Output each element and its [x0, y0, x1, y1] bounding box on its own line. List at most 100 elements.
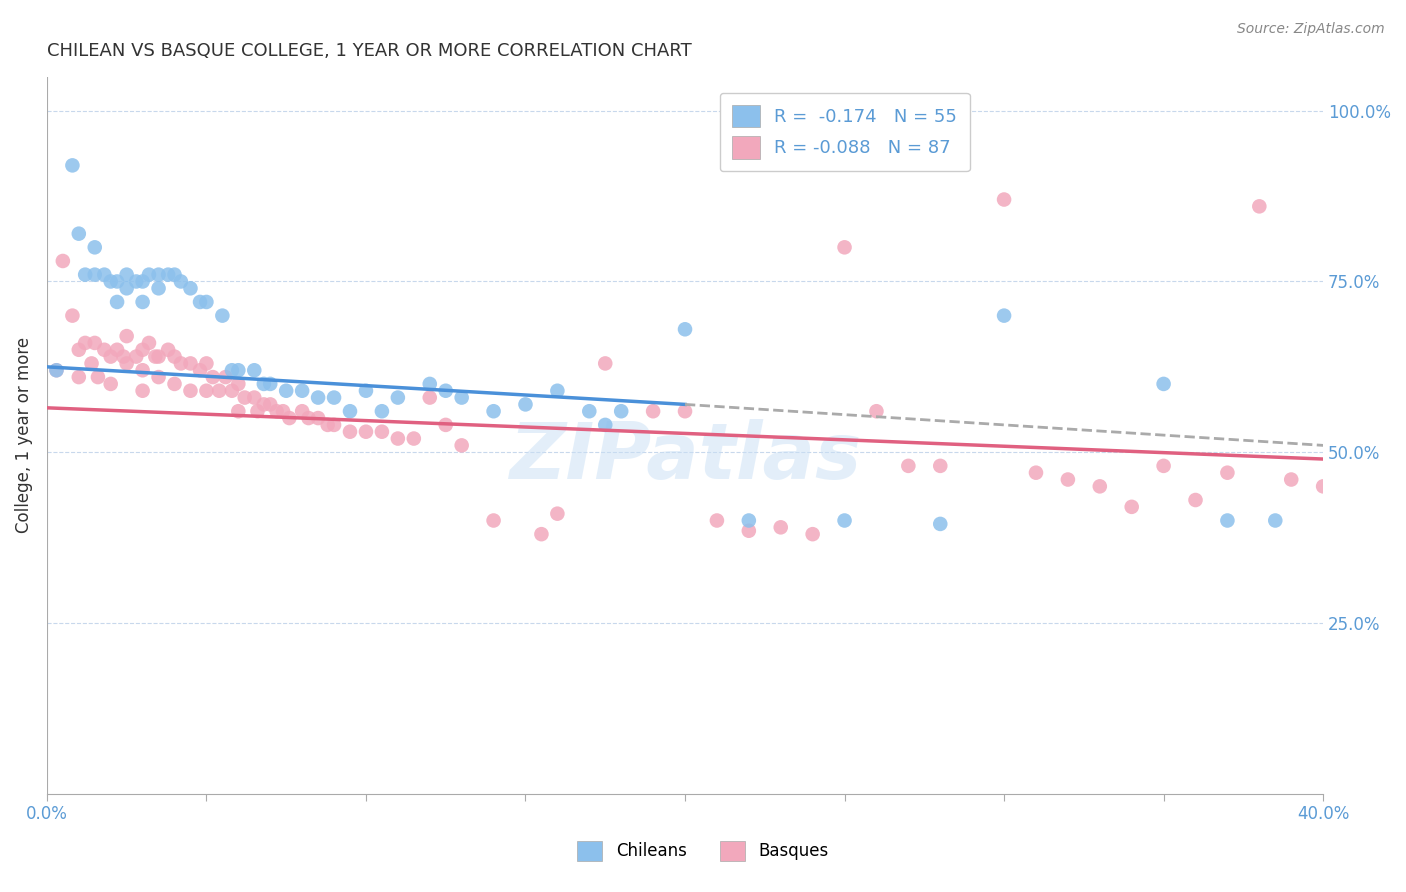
- Point: [291, 404, 314, 418]
- Point: [1184, 493, 1206, 508]
- Point: [450, 438, 472, 452]
- Point: [259, 376, 281, 391]
- Point: [769, 520, 792, 534]
- Point: [188, 363, 211, 377]
- Point: [148, 370, 170, 384]
- Point: [1121, 500, 1143, 514]
- Point: [83, 335, 105, 350]
- Point: [105, 295, 128, 310]
- Point: [259, 397, 281, 411]
- Point: [993, 309, 1015, 323]
- Point: [62, 309, 84, 323]
- Point: [546, 384, 568, 398]
- Point: [738, 524, 761, 538]
- Point: [228, 404, 250, 418]
- Point: [93, 268, 115, 282]
- Point: [673, 404, 696, 418]
- Point: [1153, 458, 1175, 473]
- Point: [214, 370, 236, 384]
- Point: [125, 275, 148, 289]
- Point: [62, 158, 84, 172]
- Point: [75, 268, 97, 282]
- Point: [316, 417, 339, 432]
- Point: [145, 350, 167, 364]
- Point: [387, 391, 409, 405]
- Point: [148, 281, 170, 295]
- Point: [157, 268, 180, 282]
- Point: [179, 384, 201, 398]
- Point: [52, 254, 75, 268]
- Point: [228, 376, 250, 391]
- Point: [419, 391, 441, 405]
- Point: [419, 376, 441, 391]
- Point: [1249, 199, 1271, 213]
- Point: [115, 268, 138, 282]
- Point: [221, 363, 243, 377]
- Point: [530, 527, 553, 541]
- Text: Source: ZipAtlas.com: Source: ZipAtlas.com: [1237, 22, 1385, 37]
- Point: [323, 417, 346, 432]
- Point: [253, 376, 276, 391]
- Point: [865, 404, 887, 418]
- Point: [170, 356, 193, 370]
- Point: [179, 281, 201, 295]
- Point: [1057, 473, 1080, 487]
- Point: [115, 356, 138, 370]
- Point: [105, 343, 128, 357]
- Point: [105, 275, 128, 289]
- Point: [211, 309, 233, 323]
- Point: [188, 295, 211, 310]
- Point: [323, 391, 346, 405]
- Point: [233, 391, 256, 405]
- Legend: Chileans, Basques: Chileans, Basques: [571, 834, 835, 868]
- Point: [138, 335, 160, 350]
- Point: [148, 268, 170, 282]
- Point: [929, 516, 952, 531]
- Point: [1153, 376, 1175, 391]
- Point: [801, 527, 824, 541]
- Point: [148, 350, 170, 364]
- Legend: R =  -0.174   N = 55, R = -0.088   N = 87: R = -0.174 N = 55, R = -0.088 N = 87: [720, 93, 970, 171]
- Point: [45, 363, 67, 377]
- Point: [170, 275, 193, 289]
- Point: [593, 356, 616, 370]
- Point: [221, 384, 243, 398]
- Point: [339, 404, 361, 418]
- Point: [131, 275, 153, 289]
- Y-axis label: College, 1 year or more: College, 1 year or more: [15, 337, 32, 533]
- Point: [83, 268, 105, 282]
- Point: [1025, 466, 1047, 480]
- Point: [163, 268, 186, 282]
- Point: [112, 350, 135, 364]
- Point: [515, 397, 537, 411]
- Point: [100, 350, 122, 364]
- Point: [67, 227, 90, 241]
- Point: [195, 384, 218, 398]
- Point: [307, 411, 329, 425]
- Point: [93, 343, 115, 357]
- Point: [1216, 514, 1239, 528]
- Point: [131, 295, 153, 310]
- Point: [673, 322, 696, 336]
- Point: [834, 514, 856, 528]
- Point: [67, 343, 90, 357]
- Point: [83, 240, 105, 254]
- Point: [643, 404, 665, 418]
- Point: [339, 425, 361, 439]
- Point: [1279, 473, 1302, 487]
- Point: [163, 350, 186, 364]
- Point: [131, 363, 153, 377]
- Point: [706, 514, 728, 528]
- Point: [115, 281, 138, 295]
- Point: [115, 329, 138, 343]
- Point: [387, 432, 409, 446]
- Point: [354, 425, 377, 439]
- Point: [228, 363, 250, 377]
- Text: ZIPatlas: ZIPatlas: [509, 418, 860, 495]
- Point: [834, 240, 856, 254]
- Point: [157, 343, 180, 357]
- Point: [246, 404, 269, 418]
- Point: [610, 404, 633, 418]
- Point: [163, 376, 186, 391]
- Point: [450, 391, 472, 405]
